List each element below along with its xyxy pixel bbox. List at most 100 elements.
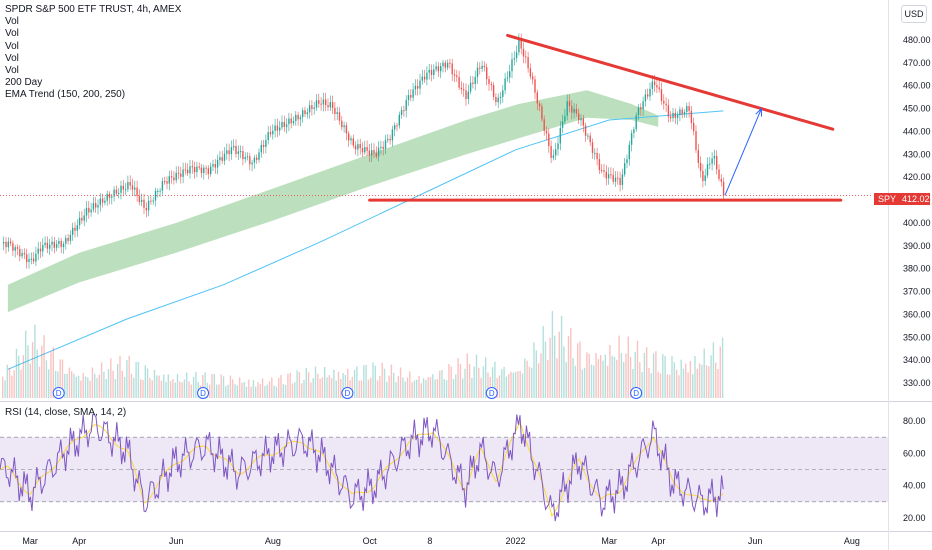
volume-bar: [64, 374, 66, 398]
volume-bar: [680, 359, 682, 398]
currency-button[interactable]: USD: [901, 5, 927, 23]
volume-bar: [692, 374, 694, 398]
candle-body: [674, 112, 676, 118]
volume-bar: [609, 345, 611, 398]
volume-bar: [213, 373, 215, 398]
volume-bar: [639, 362, 641, 398]
projection-arrow-line: [724, 108, 762, 196]
volume-bar: [156, 375, 158, 398]
candle-body: [336, 112, 338, 114]
volume-bar: [439, 370, 441, 398]
dividend-marker-label: D: [345, 389, 351, 398]
price-tick-label: 380.00: [903, 264, 931, 274]
candle-body: [511, 59, 513, 72]
volume-bar: [31, 342, 34, 398]
candle-body: [72, 227, 74, 235]
volume-bar: [82, 372, 84, 398]
indicator-label[interactable]: Vol: [5, 52, 19, 64]
volume-bar: [445, 380, 448, 398]
rsi-tick-label: 40.00: [903, 481, 926, 491]
candle-body: [55, 244, 58, 248]
volume-bar: [133, 377, 135, 398]
volume-bar: [560, 315, 563, 398]
candle-body: [154, 190, 157, 201]
candle-body: [39, 248, 42, 252]
last-price-value: 412.02: [902, 194, 930, 204]
candle-body: [329, 102, 331, 108]
candle-body: [541, 106, 543, 120]
price-tick-label: 350.00: [903, 332, 931, 342]
volume-bar: [659, 373, 662, 398]
volume-bar: [186, 372, 188, 398]
candle-body: [76, 225, 78, 231]
candle-body: [693, 122, 695, 132]
volume-bar: [195, 371, 197, 398]
volume-bar: [524, 358, 526, 398]
candle-body: [214, 164, 216, 168]
candle-body: [584, 125, 587, 136]
candle-body: [78, 217, 81, 226]
rsi-legend[interactable]: RSI (14, close, SMA, 14, 2): [5, 407, 127, 418]
volume-bar: [625, 353, 627, 398]
volume-bar: [448, 364, 450, 398]
candle-body: [304, 110, 306, 115]
volume-bar: [510, 371, 512, 398]
candle-body: [108, 193, 111, 198]
volume-bar: [370, 377, 372, 398]
volume-bar: [100, 362, 103, 398]
volume-bar: [399, 367, 402, 398]
volume-bar: [613, 357, 616, 398]
volume-bar: [344, 375, 347, 398]
volume-bar: [611, 355, 613, 398]
candle-body: [504, 78, 506, 91]
indicator-label[interactable]: Vol: [5, 28, 19, 40]
volume-bar: [413, 380, 416, 398]
indicator-label[interactable]: Vol: [5, 16, 19, 28]
volume-bar: [103, 371, 105, 398]
symbol-title[interactable]: SPDR S&P 500 ETF TRUST, 4h, AMEX: [5, 4, 182, 15]
volume-bar: [153, 369, 156, 398]
candle-body: [302, 110, 304, 118]
candle-body: [476, 67, 479, 77]
volume-bar: [595, 353, 597, 398]
volume-bar: [420, 383, 422, 398]
volume-bar: [381, 362, 383, 398]
volume-bar: [312, 378, 314, 398]
volume-bar: [271, 377, 273, 398]
volume-bar: [261, 378, 264, 398]
candle-body: [525, 56, 527, 58]
indicator-label[interactable]: EMA Trend (150, 200, 250): [5, 89, 126, 101]
volume-bar: [457, 358, 459, 398]
candle-body: [670, 116, 672, 119]
candle-body: [446, 62, 449, 68]
candle-body: [607, 174, 610, 179]
volume-bar: [363, 365, 365, 398]
indicator-label[interactable]: 200 Day: [5, 77, 43, 89]
candle-body: [460, 87, 463, 90]
candle-body: [143, 199, 145, 208]
volume-bar: [409, 371, 411, 398]
volume-bar: [209, 384, 211, 398]
candle-body: [426, 72, 428, 80]
candle-body: [12, 243, 14, 251]
indicator-label[interactable]: Vol: [5, 65, 19, 77]
candle-body: [718, 169, 720, 179]
candle-body: [626, 159, 628, 164]
volume-bar: [710, 355, 712, 398]
candle-body: [311, 105, 313, 109]
volume-bar: [586, 352, 588, 398]
price-tick-label: 450.00: [903, 104, 931, 114]
volume-bar: [459, 364, 462, 398]
last-price-symbol: SPY: [878, 194, 897, 204]
volume-bar: [190, 384, 192, 398]
volume-bar: [232, 379, 234, 398]
candle-body: [354, 145, 357, 150]
candle-body: [502, 90, 504, 97]
volume-bar: [117, 364, 119, 398]
ema-trend-band: [7, 90, 659, 313]
indicator-label[interactable]: Vol: [5, 40, 19, 52]
volume-bar: [107, 369, 110, 398]
volume-bar: [6, 364, 8, 398]
